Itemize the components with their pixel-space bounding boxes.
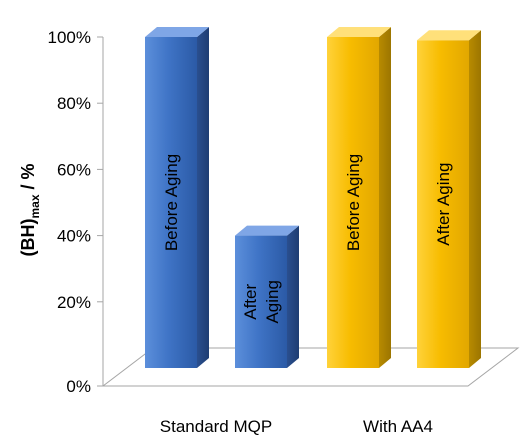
bar-front-face <box>235 235 287 368</box>
y-axis: 0% 20% 40% 60% 80% 100% <box>48 28 103 396</box>
bar-front-face <box>417 40 469 369</box>
category-label: With AA4 <box>363 417 433 436</box>
bar-side-face <box>287 225 299 368</box>
bar-top-face <box>417 30 481 41</box>
y-tick-label: 100% <box>48 28 91 47</box>
y-tick-label: 40% <box>57 227 91 246</box>
bar: After Aging <box>235 225 299 368</box>
bar-label-line: Before Aging <box>344 154 363 251</box>
bar-top-face <box>145 27 209 37</box>
bar: After Aging <box>417 30 481 369</box>
y-tick-label: 80% <box>57 94 91 113</box>
y-axis-title-suffix: / % <box>18 163 38 194</box>
bar-label-line: Aging <box>263 280 282 323</box>
y-tick-label: 60% <box>57 160 91 179</box>
category-label: Standard MQP <box>160 417 272 436</box>
bar-side-face <box>197 27 209 368</box>
category-labels: Standard MQP With AA4 <box>160 417 433 436</box>
bar-side-face <box>379 27 391 368</box>
bar-front-face <box>145 37 197 368</box>
y-tick-label: 0% <box>66 377 91 396</box>
bar-label: Before Aging <box>344 154 363 251</box>
y-axis-title: (BH)max / % <box>18 163 42 256</box>
y-axis-title-main: (BH) <box>18 219 38 257</box>
bar-label-line: After Aging <box>434 163 453 246</box>
bar-label-line: Before Aging <box>162 154 181 251</box>
bar-side-face <box>469 30 481 369</box>
y-tick-label: 20% <box>57 293 91 312</box>
bar-front-face <box>327 37 379 368</box>
bar: Before Aging <box>145 27 209 368</box>
bar-label: After Aging <box>241 280 282 323</box>
bar-label-line: After <box>241 284 260 320</box>
bar: Before Aging <box>327 27 391 368</box>
y-axis-title-subscript: max <box>28 194 42 218</box>
bar-top-face <box>327 27 391 37</box>
bar-label: Before Aging <box>162 154 181 251</box>
bars: Before Aging After Aging Before Aging After … <box>145 27 481 369</box>
bar-top-face <box>235 225 299 236</box>
bar-label: After Aging <box>434 163 453 246</box>
